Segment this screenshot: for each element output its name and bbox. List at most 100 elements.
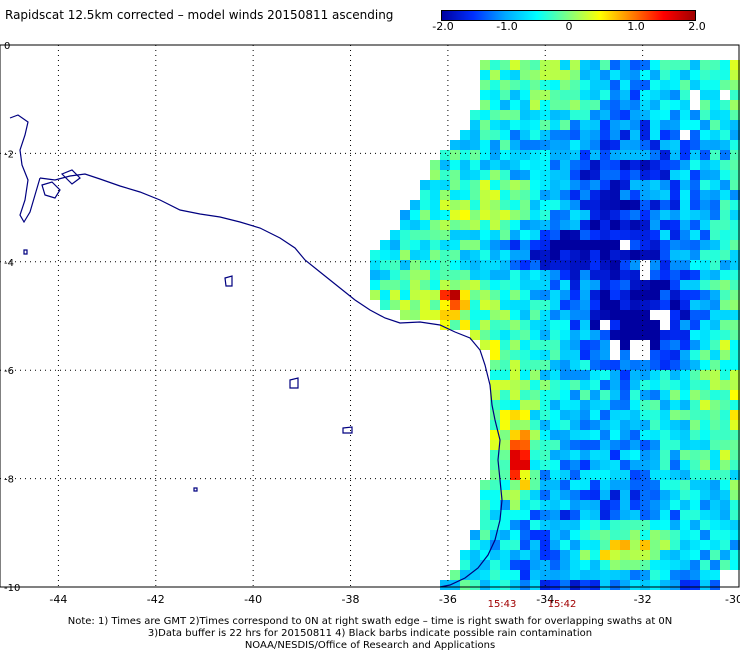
wind-cell [700, 510, 710, 520]
wind-cell [710, 530, 720, 540]
wind-cell [620, 550, 630, 560]
wind-cell [530, 260, 540, 270]
wind-cell [690, 220, 700, 230]
wind-cell [660, 200, 670, 210]
wind-cell [560, 290, 570, 300]
wind-cell [590, 170, 600, 180]
wind-cell [500, 330, 510, 340]
wind-cell [590, 540, 600, 550]
wind-cell [490, 240, 500, 250]
wind-cell [720, 500, 730, 510]
wind-cell [650, 60, 660, 70]
wind-cell [620, 290, 630, 300]
wind-cell [510, 400, 520, 410]
wind-cell [590, 520, 600, 530]
wind-cell [620, 170, 630, 180]
wind-cell [450, 240, 460, 250]
wind-cell [500, 260, 510, 270]
wind-cell [670, 340, 680, 350]
wind-cell [600, 90, 610, 100]
wind-cell [650, 440, 660, 450]
wind-cell [710, 480, 720, 490]
wind-cell [700, 350, 710, 360]
wind-cell [650, 90, 660, 100]
wind-cell [570, 70, 580, 80]
wind-cell [600, 130, 610, 140]
wind-cell [730, 310, 740, 320]
wind-cell [520, 290, 530, 300]
wind-cell [730, 430, 740, 440]
wind-cell [600, 290, 610, 300]
wind-cell [400, 300, 410, 310]
wind-cell [730, 70, 740, 80]
wind-cell [600, 150, 610, 160]
wind-cell [510, 90, 520, 100]
wind-cell [600, 230, 610, 240]
wind-cell [440, 180, 450, 190]
latitude-tick-labels: 0 -2 -4 -6 -8 -10 [4, 41, 20, 594]
wind-cell [510, 470, 520, 480]
wind-cell [590, 280, 600, 290]
wind-cell [590, 380, 600, 390]
wind-cell [640, 360, 650, 370]
wind-cell [630, 300, 640, 310]
wind-cell [530, 290, 540, 300]
wind-cell [550, 320, 560, 330]
wind-cell [570, 310, 580, 320]
wind-cell [510, 120, 520, 130]
wind-cell [710, 390, 720, 400]
wind-cell [630, 420, 640, 430]
wind-cell [550, 190, 560, 200]
wind-cell [610, 150, 620, 160]
wind-cell [630, 270, 640, 280]
wind-cell [550, 430, 560, 440]
wind-cell [670, 250, 680, 260]
wind-cell [510, 580, 520, 590]
wind-cell [500, 200, 510, 210]
wind-cell [510, 60, 520, 70]
wind-cell [680, 480, 690, 490]
wind-cell [510, 510, 520, 520]
wind-cell [580, 220, 590, 230]
wind-cell [600, 420, 610, 430]
wind-cell [500, 380, 510, 390]
wind-cell [500, 210, 510, 220]
wind-cell [560, 70, 570, 80]
wind-cell [480, 340, 490, 350]
wind-cell [600, 530, 610, 540]
wind-cell [470, 130, 480, 140]
wind-cell [710, 350, 720, 360]
wind-cell [590, 420, 600, 430]
coastline-segment [23, 249, 28, 255]
wind-cell [600, 310, 610, 320]
wind-cell [650, 430, 660, 440]
wind-cell [710, 190, 720, 200]
wind-cell [640, 290, 650, 300]
wind-cell [430, 170, 440, 180]
wind-cell [550, 180, 560, 190]
wind-cell [560, 110, 570, 120]
wind-cell [670, 270, 680, 280]
wind-cell [530, 480, 540, 490]
wind-cell [550, 470, 560, 480]
wind-cell [400, 280, 410, 290]
wind-cell [710, 490, 720, 500]
wind-cell [700, 160, 710, 170]
wind-cell [580, 140, 590, 150]
wind-cell [650, 540, 660, 550]
wind-cell [520, 390, 530, 400]
wind-cell [650, 320, 660, 330]
wind-cell [730, 290, 740, 300]
wind-cell [530, 310, 540, 320]
wind-cell [480, 190, 490, 200]
wind-cell [730, 190, 740, 200]
x-tick-label: -44 [49, 593, 67, 606]
wind-cell [720, 180, 730, 190]
wind-cell [710, 260, 720, 270]
wind-cell [730, 400, 740, 410]
wind-cell [510, 520, 520, 530]
wind-cell [520, 400, 530, 410]
wind-cell [670, 450, 680, 460]
wind-cell [600, 220, 610, 230]
